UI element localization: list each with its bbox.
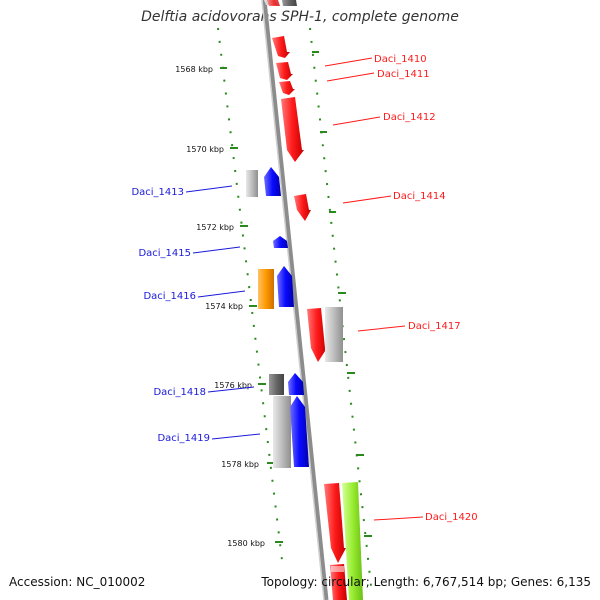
tick-label-1572: 1572 kbp: [196, 223, 234, 232]
gene-daci-1412[interactable]: [281, 97, 304, 162]
gene-daci-1419[interactable]: [290, 396, 309, 467]
gene-daci-1416-orange[interactable]: [258, 269, 274, 309]
label-daci-1414[interactable]: Daci_1414: [393, 191, 446, 202]
gene-daci-1415[interactable]: [273, 236, 288, 248]
gene-daci-1417[interactable]: [307, 308, 327, 362]
gene-feature-top-red: [267, 0, 280, 6]
gene-daci-1416[interactable]: [277, 266, 294, 307]
tick-label-1568: 1568 kbp: [175, 65, 213, 74]
major-ticks: [220, 51, 372, 543]
label-daci-1413[interactable]: Daci_1413: [131, 187, 184, 198]
gene-daci-1413-grey[interactable]: [246, 170, 258, 197]
gene-daci-1411[interactable]: [276, 62, 293, 80]
gene-daci-1418[interactable]: [288, 373, 304, 395]
label-daci-1411[interactable]: Daci_1411: [377, 69, 430, 80]
label-daci-1410[interactable]: Daci_1410: [374, 54, 427, 65]
map-title: Delftia acidovorans SPH-1, complete geno…: [141, 9, 459, 25]
tick-label-1574: 1574 kbp: [205, 302, 243, 311]
accession-text: Accession: NC_010002: [9, 575, 146, 589]
tick-label-1570: 1570 kbp: [186, 145, 224, 154]
gene-daci-1417-grey[interactable]: [325, 307, 343, 362]
label-daci-1416[interactable]: Daci_1416: [143, 291, 196, 302]
tick-label-1578: 1578 kbp: [221, 460, 259, 469]
gene-daci-1420-red[interactable]: [324, 483, 346, 563]
gene-daci-1418-dark[interactable]: [269, 374, 284, 395]
gene-feature-bottom-red: [330, 564, 347, 600]
label-leaders-right: [324, 57, 424, 521]
label-daci-1420[interactable]: Daci_1420: [425, 512, 478, 523]
gene-daci-1410[interactable]: [272, 36, 290, 58]
topology-text: Topology: circular; Length: 6,767,514 bp…: [261, 575, 591, 589]
label-daci-1415[interactable]: Daci_1415: [138, 248, 191, 259]
gene-daci-1413[interactable]: [264, 167, 281, 196]
tick-label-1576: 1576 kbp: [214, 381, 252, 390]
tick-label-1580: 1580 kbp: [227, 539, 265, 548]
label-daci-1418[interactable]: Daci_1418: [153, 387, 206, 398]
gene-daci-1414[interactable]: [294, 194, 311, 221]
label-daci-1412[interactable]: Daci_1412: [383, 112, 436, 123]
label-daci-1419[interactable]: Daci_1419: [157, 433, 210, 444]
gene-daci-1411b[interactable]: [279, 81, 295, 95]
gene-feature-top-dark: [282, 0, 297, 6]
gene-daci-1419-grey[interactable]: [273, 396, 291, 468]
gene-feature-bottom-highlight: [331, 566, 344, 572]
label-leaders-left: [185, 185, 261, 440]
gene-daci-1420[interactable]: [342, 482, 363, 600]
label-daci-1417[interactable]: Daci_1417: [408, 321, 461, 332]
